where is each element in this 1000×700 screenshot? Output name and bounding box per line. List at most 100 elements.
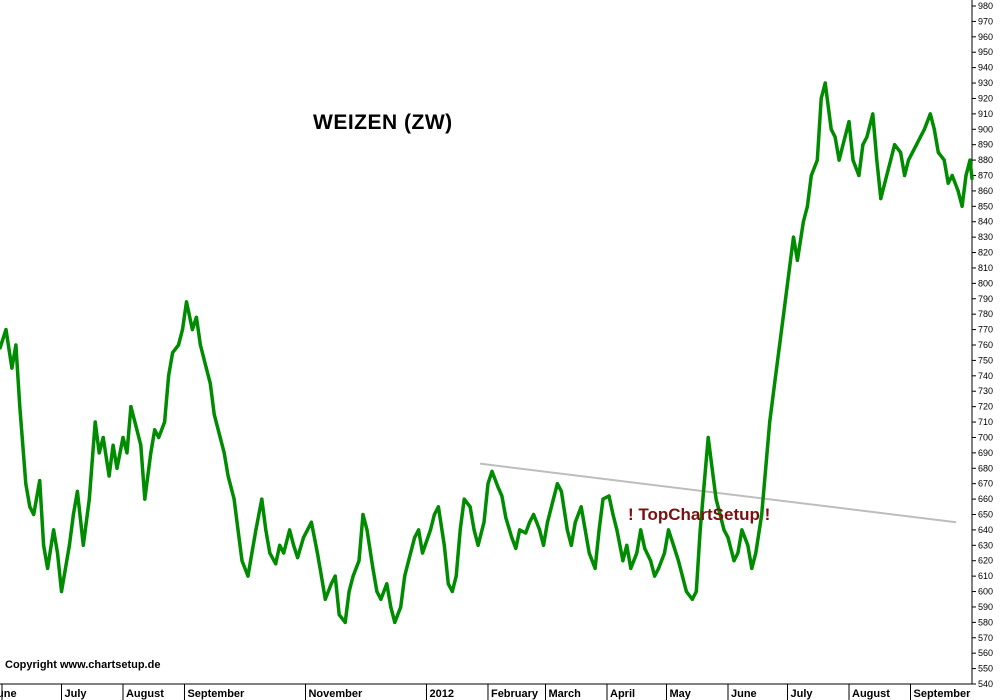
x-tick-label: September <box>187 688 245 700</box>
price-point <box>621 559 625 563</box>
price-point <box>55 551 60 555</box>
price-point <box>885 173 889 178</box>
price-point <box>167 374 171 378</box>
price-point <box>222 451 226 455</box>
price-point <box>528 520 532 524</box>
y-tick-label: 670 <box>978 479 993 489</box>
y-tick-label: 580 <box>978 617 993 627</box>
price-point <box>565 528 569 532</box>
price-point <box>906 158 911 162</box>
price-point <box>768 420 772 424</box>
price-point <box>399 605 403 609</box>
price-point <box>236 528 240 532</box>
y-tick-label: 750 <box>978 355 993 365</box>
price-point <box>42 543 46 547</box>
price-point <box>694 589 698 594</box>
price-point <box>754 551 758 555</box>
y-tick-label: 550 <box>978 664 993 674</box>
x-tick-label: une <box>0 688 17 700</box>
y-tick-label: 710 <box>978 417 993 427</box>
price-point <box>292 543 296 547</box>
price-point <box>428 528 433 532</box>
price-point <box>115 466 119 470</box>
x-tick-label: September <box>914 688 972 700</box>
price-point <box>545 520 550 524</box>
price-point <box>791 235 796 239</box>
price-series-layer <box>0 81 974 625</box>
price-point <box>970 177 974 181</box>
price-point <box>274 562 278 566</box>
price-point <box>936 150 940 154</box>
price-point <box>365 528 369 532</box>
price-point <box>319 574 323 578</box>
price-point <box>541 543 546 547</box>
price-point <box>746 543 750 547</box>
price-point <box>329 582 333 586</box>
price-point <box>157 435 161 440</box>
y-tick-label: 850 <box>978 201 993 211</box>
y-tick-label: 790 <box>978 294 993 304</box>
price-point <box>889 158 893 162</box>
price-point <box>357 559 361 563</box>
price-point <box>760 512 764 517</box>
price-point <box>815 158 819 162</box>
price-point <box>75 489 79 493</box>
price-point <box>893 143 897 147</box>
price-point <box>393 620 397 625</box>
y-tick-label: 800 <box>978 278 993 288</box>
y-tick-label: 590 <box>978 602 993 612</box>
y-tick-label: 630 <box>978 540 993 550</box>
price-point <box>579 505 583 509</box>
price-point <box>135 428 139 432</box>
y-tick-label: 810 <box>978 263 993 273</box>
price-point <box>629 566 633 571</box>
price-point <box>871 112 875 116</box>
price-point <box>490 469 494 473</box>
price-point <box>914 143 919 147</box>
y-tick-label: 820 <box>978 248 993 258</box>
price-point <box>865 135 869 139</box>
price-point <box>555 482 560 486</box>
price-point <box>208 381 212 386</box>
price-point <box>171 351 175 355</box>
price-point <box>583 528 587 532</box>
price-point <box>615 528 619 532</box>
price-point <box>250 551 254 555</box>
price-point <box>184 300 189 304</box>
price-point <box>268 551 272 555</box>
price-point <box>702 482 706 486</box>
price-point <box>670 540 675 544</box>
price-point <box>333 574 337 578</box>
price-point <box>296 556 300 560</box>
price-point <box>569 543 573 547</box>
price-point <box>337 613 341 617</box>
x-tick-label: March <box>549 688 582 700</box>
price-point <box>510 536 514 540</box>
price-point <box>10 366 14 370</box>
price-point <box>97 451 101 455</box>
price-point <box>28 505 32 509</box>
price-point <box>486 482 490 486</box>
price-point <box>14 343 18 347</box>
y-tick-label: 610 <box>978 571 993 581</box>
y-tick-label: 740 <box>978 371 993 381</box>
price-point <box>240 559 244 563</box>
price-point <box>407 559 411 563</box>
y-tick-label: 730 <box>978 386 993 396</box>
price-point <box>559 489 564 493</box>
y-tick-label: 720 <box>978 402 993 412</box>
price-point <box>101 435 105 440</box>
price-point <box>823 81 827 85</box>
y-tick-label: 930 <box>978 78 993 88</box>
price-point <box>524 531 528 535</box>
x-tick-label: August <box>852 688 890 700</box>
price-point <box>710 466 714 470</box>
y-tick-label: 770 <box>978 325 993 335</box>
price-point <box>968 158 972 162</box>
price-point <box>417 528 421 532</box>
price-point <box>601 497 605 501</box>
price-point <box>787 266 792 270</box>
price-point <box>706 435 710 440</box>
price-point <box>93 420 97 424</box>
price-point <box>932 127 936 131</box>
